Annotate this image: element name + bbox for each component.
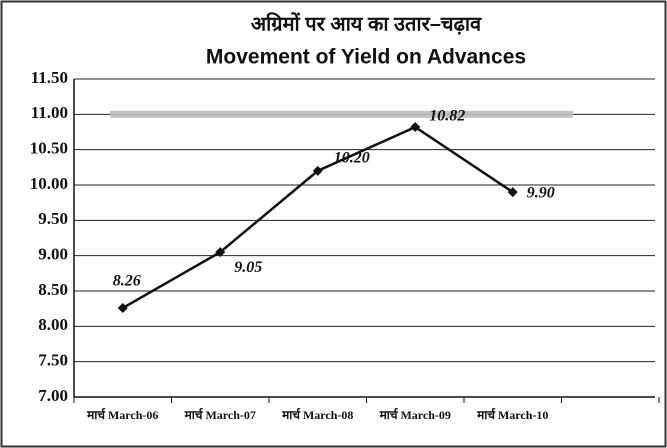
x-tick-label: मार्च March-06 (86, 408, 158, 422)
x-tick-label: मार्च March-10 (476, 408, 548, 422)
y-tick-label: 10.50 (30, 139, 68, 158)
x-tick-label: मार्च March-08 (281, 408, 353, 422)
data-label: 10.82 (429, 108, 465, 125)
data-label: 10.20 (334, 150, 370, 167)
y-tick-label: 11.50 (31, 68, 68, 87)
marker (507, 187, 518, 198)
x-tick-label: मार्च March-09 (379, 408, 451, 422)
marker (215, 247, 226, 258)
y-tick-label: 7.50 (38, 351, 68, 370)
x-tick-label: मार्च March-07 (184, 408, 256, 422)
y-tick-label: 8.50 (38, 280, 68, 299)
marker (312, 165, 323, 176)
y-tick-label: 8.00 (38, 315, 68, 334)
marker (117, 302, 128, 313)
y-tick-label: 7.00 (38, 386, 68, 405)
chart-subtitle: Movement of Yield on Advances (206, 46, 526, 69)
chart-title: अग्रिमों पर आय का उतार–चढ़ाव (251, 11, 482, 35)
y-tick-label: 11.00 (31, 103, 68, 122)
data-label: 9.05 (234, 259, 262, 276)
marker (410, 122, 421, 133)
data-label: 8.26 (113, 273, 141, 290)
y-tick-label: 9.00 (38, 245, 68, 264)
highlight-band (110, 110, 574, 118)
y-tick-label: 10.00 (30, 174, 68, 193)
y-tick-label: 9.50 (38, 209, 68, 228)
data-label: 9.90 (527, 185, 555, 202)
